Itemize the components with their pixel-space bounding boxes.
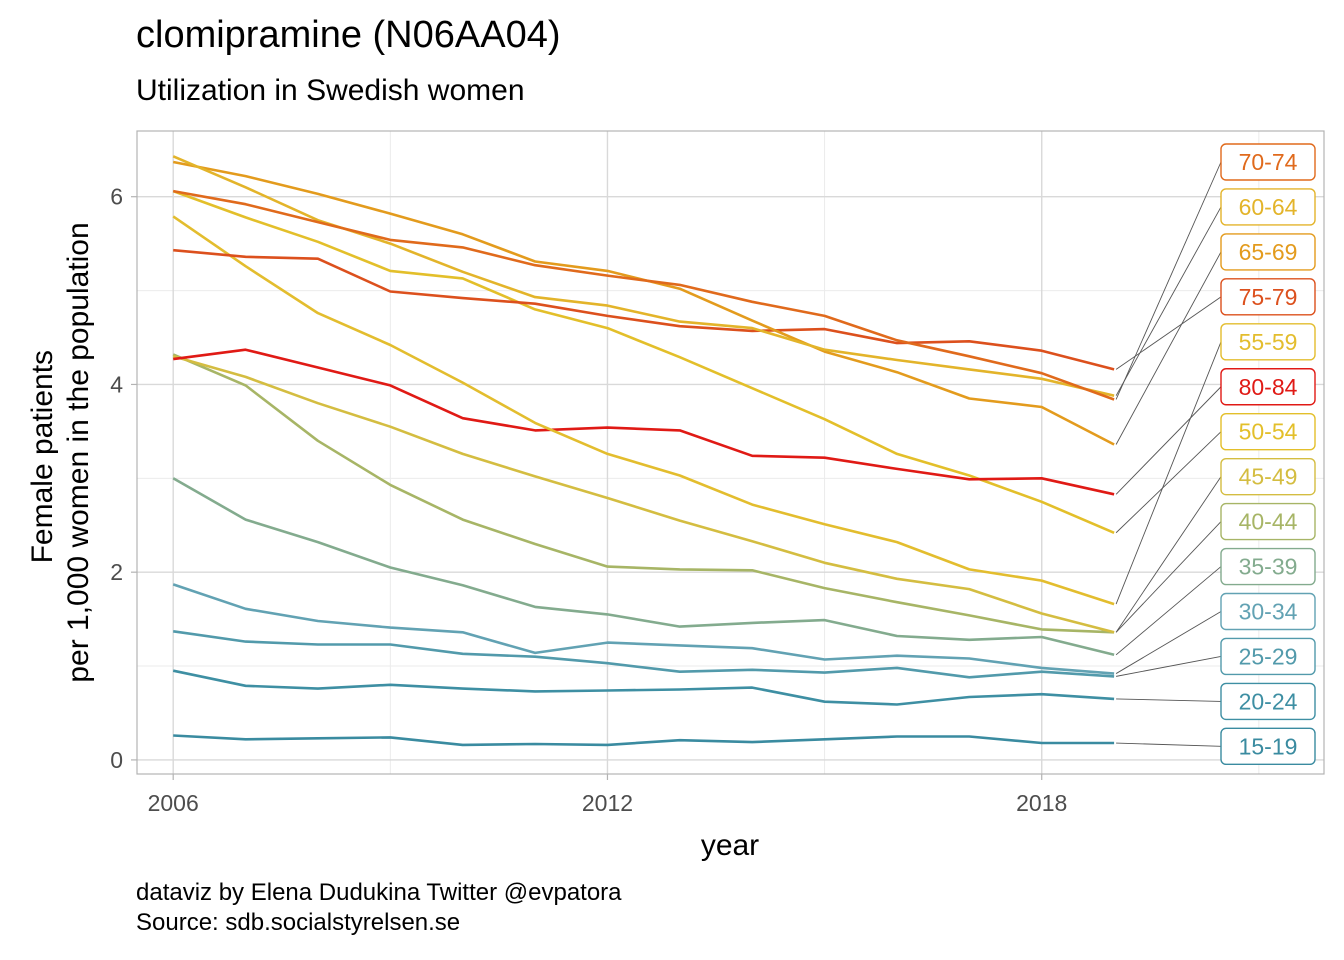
y-axis-title-line-1: Female patients	[26, 350, 59, 563]
leader-line-80-84	[1115, 386, 1222, 495]
x-axis-title: year	[701, 829, 759, 862]
leader-line-60-64	[1115, 206, 1222, 396]
series-label-70-74: 70-74	[1239, 149, 1298, 175]
series-label-25-29: 25-29	[1239, 643, 1298, 669]
caption-source: Source: sdb.socialstyrelsen.se	[136, 909, 461, 936]
leader-line-55-59	[1115, 341, 1222, 605]
series-line-70-74	[172, 189, 1115, 401]
series-label-box-55-59	[1220, 323, 1316, 361]
leader-line-15-19	[1116, 742, 1222, 747]
y-tick-label: 4	[110, 371, 123, 397]
series-label-15-19: 15-19	[1239, 733, 1298, 759]
series-label-box-35-39	[1220, 547, 1316, 586]
series-line-45-49	[172, 355, 1115, 634]
y-tick-label: 2	[110, 559, 123, 585]
chart-caption: dataviz by Elena Dudukina Twitter @evpat…	[136, 878, 622, 938]
series-line-35-39	[172, 477, 1115, 657]
series-label-30-34: 30-34	[1239, 599, 1298, 625]
chart-subtitle: Utilization in Swedish women	[136, 74, 525, 107]
series-label-box-80-84	[1220, 368, 1316, 406]
series-label-box-25-29	[1220, 637, 1316, 676]
series-label-45-49: 45-49	[1239, 464, 1298, 490]
leader-line-70-74	[1115, 161, 1222, 400]
leader-line-35-39	[1115, 566, 1222, 656]
series-label-box-45-49	[1220, 457, 1316, 496]
series-line-50-54	[172, 189, 1115, 534]
series-line-15-19	[173, 734, 1115, 747]
leader-line-40-44	[1115, 521, 1222, 633]
series-line-30-34	[172, 583, 1115, 675]
y-axis-title: Female patients per 1,000 women in the p…	[26, 222, 95, 682]
leader-line-20-24	[1116, 698, 1222, 702]
grid-lines	[137, 131, 1324, 774]
leader-line-50-54	[1115, 431, 1222, 534]
y-axis-title-line-2: per 1,000 women in the population	[62, 222, 95, 682]
series-lines	[172, 155, 1115, 747]
chart-title: clomipramine (N06AA04)	[136, 14, 561, 56]
leader-line-75-79	[1115, 296, 1222, 370]
series-label-50-54: 50-54	[1239, 419, 1298, 445]
series-line-25-29	[173, 630, 1115, 679]
leader-line-30-34	[1115, 611, 1222, 674]
series-label-60-64: 60-64	[1239, 194, 1298, 220]
label-leader-lines	[1115, 161, 1222, 747]
series-labels: 70-74 60-64 65-69 75-79 55-59 80-84 50-54 45-49…	[1220, 143, 1316, 766]
series-label-80-84: 80-84	[1239, 374, 1298, 400]
series-label-box-30-34	[1220, 592, 1316, 631]
series-label-box-20-24	[1220, 682, 1316, 721]
y-tick-label: 0	[110, 747, 123, 773]
y-tick-label: 6	[110, 184, 123, 210]
series-label-65-69: 65-69	[1239, 239, 1298, 265]
caption-credit: dataviz by Elena Dudukina Twitter @evpat…	[136, 879, 622, 906]
series-line-40-44	[172, 353, 1115, 634]
y-axis-ticks: 0 2 4 6	[110, 184, 137, 773]
series-label-35-39: 35-39	[1239, 554, 1298, 580]
plot-panel-border	[136, 130, 1325, 775]
series-label-box-70-74	[1220, 143, 1316, 181]
series-label-box-15-19	[1220, 727, 1316, 766]
series-label-box-60-64	[1220, 188, 1316, 226]
x-tick-label: 2006	[148, 790, 199, 816]
leader-line-45-49	[1115, 476, 1222, 633]
series-label-box-50-54	[1220, 413, 1316, 451]
leader-line-65-69	[1115, 251, 1222, 445]
series-label-box-40-44	[1220, 502, 1316, 541]
series-label-55-59: 55-59	[1239, 329, 1298, 355]
series-label-75-79: 75-79	[1239, 284, 1298, 310]
x-axis-ticks: 2006 2012 2018	[148, 774, 1067, 816]
series-label-box-65-69	[1220, 233, 1316, 271]
series-label-box-75-79	[1220, 278, 1316, 316]
series-line-80-84	[173, 348, 1115, 496]
series-label-40-44: 40-44	[1239, 509, 1298, 535]
series-line-75-79	[173, 248, 1115, 371]
x-tick-label: 2018	[1016, 790, 1067, 816]
series-line-55-59	[172, 215, 1115, 606]
series-line-20-24	[172, 669, 1115, 706]
series-label-20-24: 20-24	[1239, 688, 1298, 714]
x-tick-label: 2012	[582, 790, 633, 816]
leader-line-25-29	[1116, 656, 1222, 677]
